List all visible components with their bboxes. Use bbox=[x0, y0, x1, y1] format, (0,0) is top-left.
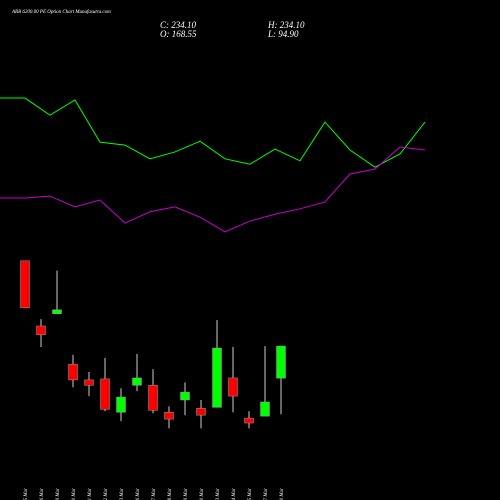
x-tick-label: 24 Mar bbox=[232, 488, 237, 500]
x-tick-label: 23 Mar bbox=[216, 488, 221, 500]
x-tick-label: 13 Mar bbox=[120, 488, 125, 500]
candle-body bbox=[196, 408, 206, 416]
x-tick-label: 18 Mar bbox=[168, 488, 173, 500]
line-series bbox=[0, 146, 426, 233]
low-label: L: 94.90 bbox=[267, 29, 299, 39]
candle-body bbox=[100, 378, 110, 410]
candle-body bbox=[84, 379, 94, 386]
x-tick-label: 12 Mar bbox=[104, 488, 109, 500]
candle-body bbox=[260, 401, 270, 417]
x-tick-label: 16 Mar bbox=[136, 488, 141, 500]
x-tick-label: 10 Mar bbox=[72, 488, 77, 500]
candle-body bbox=[164, 412, 174, 420]
candle-body bbox=[148, 385, 158, 411]
candle-body bbox=[132, 377, 142, 386]
x-tick-label: 05 Mar bbox=[24, 488, 29, 500]
candle-body bbox=[52, 309, 62, 314]
candle-body bbox=[276, 345, 286, 379]
candle-body bbox=[180, 391, 190, 401]
candle-body bbox=[212, 347, 222, 408]
chart-title: ABB 6200.00 PE Option Chart Munafasutra.… bbox=[11, 10, 111, 15]
candle-body bbox=[36, 325, 46, 336]
candle-body bbox=[244, 417, 254, 424]
x-tick-label: 27 Mar bbox=[264, 488, 269, 500]
x-tick-label: 17 Mar bbox=[152, 488, 157, 500]
candle-body bbox=[20, 260, 30, 309]
x-tick-label: 20 Mar bbox=[200, 488, 205, 500]
high-label: H: 234.10 bbox=[267, 20, 305, 30]
candle-body bbox=[228, 377, 238, 397]
close-label: C: 234.10 bbox=[160, 20, 197, 30]
x-tick-label: 30 Mar bbox=[280, 488, 285, 500]
x-tick-label: 11 Mar bbox=[88, 488, 93, 500]
x-tick-label: 19 Mar bbox=[184, 488, 189, 500]
candle-body bbox=[68, 363, 78, 381]
x-tick-label: 25 Mar bbox=[248, 488, 253, 500]
candle-body bbox=[116, 396, 126, 413]
open-label: O: 168.55 bbox=[160, 29, 197, 39]
line-series bbox=[0, 97, 426, 168]
x-tick-label: 09 Mar bbox=[56, 488, 61, 500]
x-tick-label: 06 Mar bbox=[40, 488, 45, 500]
